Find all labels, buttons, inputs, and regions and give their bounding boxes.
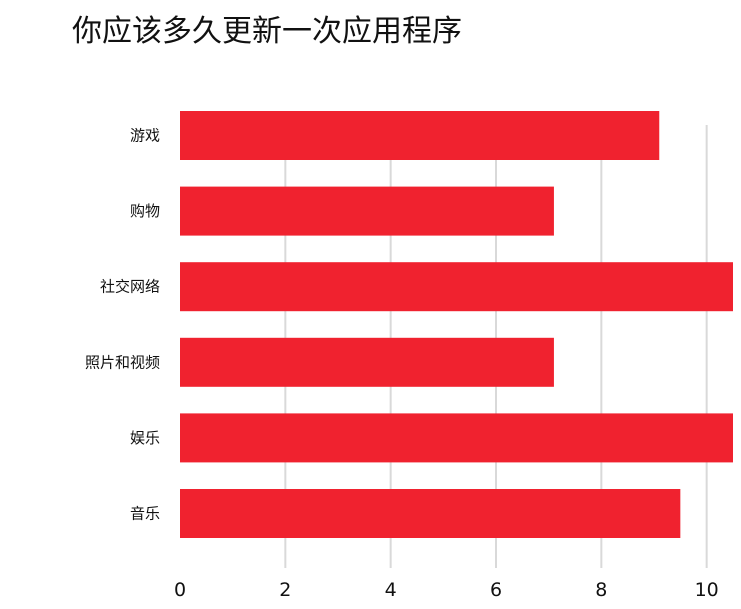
- x-tick-label: 2: [279, 579, 291, 601]
- x-tick-label: 4: [385, 579, 397, 601]
- x-tick-label: 10: [695, 579, 719, 601]
- x-tick-label: 0: [174, 579, 186, 601]
- x-tick-label: 8: [595, 579, 607, 601]
- bar: [180, 186, 554, 236]
- category-label: 照片和视频: [85, 353, 160, 371]
- bar: [180, 489, 681, 538]
- bar: [180, 413, 733, 463]
- category-label: 购物: [130, 202, 160, 220]
- bar: [180, 111, 660, 160]
- category-label: 音乐: [130, 505, 160, 523]
- bars: [180, 111, 733, 538]
- x-tick-label: 6: [490, 579, 502, 601]
- category-label: 娱乐: [130, 429, 160, 447]
- bar: [180, 262, 733, 312]
- bar: [180, 337, 554, 387]
- category-label: 社交网络: [100, 278, 160, 296]
- category-label: 游戏: [130, 127, 160, 145]
- chart-title: 你应该多久更新一次应用程序: [72, 14, 462, 49]
- x-tick-labels: 0 2 4 6 8 10: [174, 579, 719, 601]
